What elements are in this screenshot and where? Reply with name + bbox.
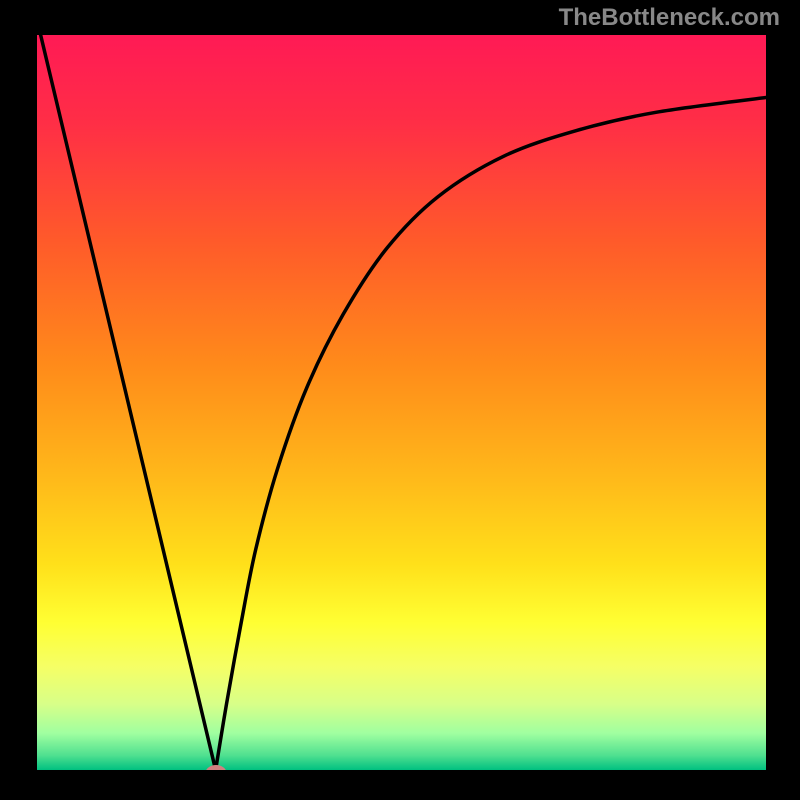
attribution-text: TheBottleneck.com (559, 4, 780, 32)
chart-svg (37, 35, 766, 770)
chart-plot-area (37, 35, 766, 770)
chart-background-gradient (37, 35, 766, 770)
